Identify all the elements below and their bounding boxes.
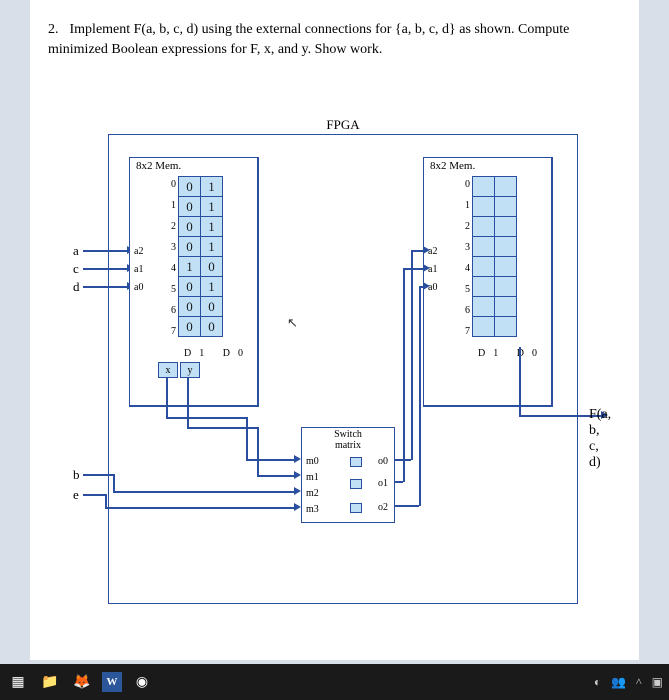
question-text: 2. Implement F(a, b, c, d) using the ext… [48,20,621,59]
mem2-table [472,176,517,337]
tray-help-icon[interactable]: ◐ [594,675,601,690]
mem1-box: 8x2 Mem. a2 a1 a0 01 01 01 01 10 01 00 0… [129,157,259,407]
tray-network-icon[interactable]: ▣ [652,675,663,690]
mem1-title: 8x2 Mem. [136,160,181,172]
taskbar-tray: ◐ 👥 ^ ▣ [594,675,663,690]
ext-a: a [73,243,79,259]
ext-b: b [73,467,80,483]
fpga-box: FPGA a c d b e 8x2 Mem. a2 a1 a0 01 01 0… [108,134,578,604]
tray-chevron-icon[interactable]: ^ [636,675,642,690]
mem1-d-labels: D1 D0 [184,348,251,359]
question-body: Implement F(a, b, c, d) using the extern… [48,22,569,57]
mem1-xy: xy [156,360,202,380]
taskbar-word-icon[interactable]: W [102,672,122,692]
cursor-icon: ↖ [287,315,298,331]
tray-people-icon[interactable]: 👥 [611,675,626,690]
page: 2. Implement F(a, b, c, d) using the ext… [30,0,639,660]
ext-d: d [73,279,80,295]
ext-c: c [73,261,79,277]
mem1-table: 01 01 01 01 10 01 00 00 [178,176,223,337]
mem2-box: 8x2 Mem. a2 a1 a0 0 1 2 3 4 5 6 7 D1 D0 [423,157,553,407]
question-number: 2. [48,20,66,40]
switch-matrix: Switchmatrix m0 m1 m2 m3 o0 o1 o2 [301,427,395,523]
mem1-pin-a0: a0 [134,282,143,293]
taskbar-files-icon[interactable]: 📁 [38,670,62,694]
taskbar-app-icon[interactable]: ▦ [6,670,30,694]
ext-e: e [73,487,79,503]
taskbar: ▦ 📁 🦊 W ◉ ◐ 👥 ^ ▣ [0,664,669,700]
taskbar-firefox-icon[interactable]: 🦊 [70,670,94,694]
switch-title: Switchmatrix [334,429,362,451]
taskbar-chrome-icon[interactable]: ◉ [130,670,154,694]
fpga-title: FPGA [326,117,359,133]
mem2-d-labels: D1 D0 [478,348,545,359]
mem2-title: 8x2 Mem. [430,160,475,172]
mem1-pin-a2: a2 [134,246,143,257]
output-label: F(a, b, c, d) [589,407,611,471]
mem1-pin-a1: a1 [134,264,143,275]
